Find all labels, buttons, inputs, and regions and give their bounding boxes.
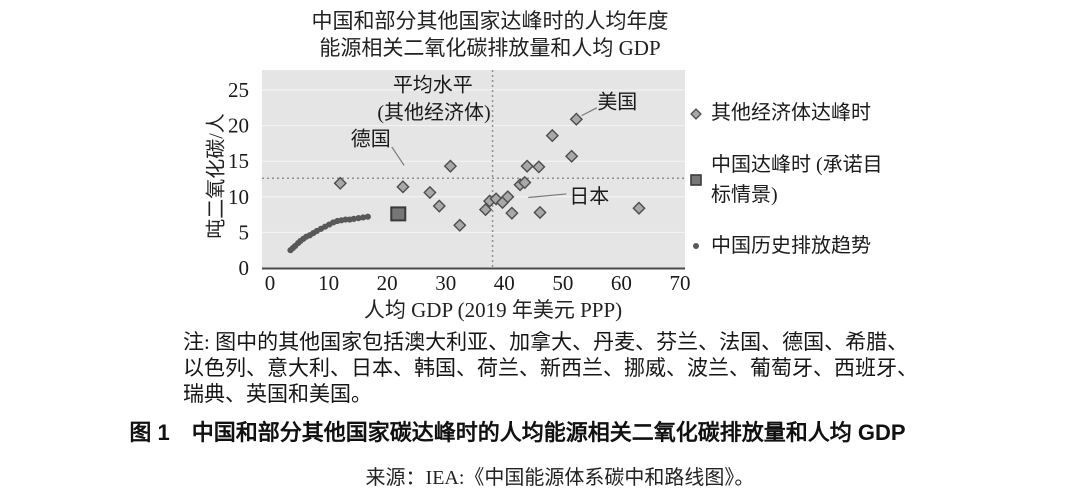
point-other-economy xyxy=(632,201,646,215)
legend-item-china-peak: 中国达峰时 (承诺目 标情景) xyxy=(711,150,883,210)
note-line3: 瑞典、英国和美国。 xyxy=(183,382,372,406)
point-other-economy xyxy=(443,159,458,173)
y-tick-label: 0 xyxy=(239,256,250,280)
point-other-economy xyxy=(501,190,515,204)
x-tick-label: 60 xyxy=(611,271,632,295)
germany-label-leader-line xyxy=(391,146,405,166)
point-china-trend xyxy=(350,215,357,222)
point-other-economy xyxy=(569,112,583,126)
legend-dot-icon xyxy=(693,243,699,249)
legend-item-china-trend: 中国历史排放趋势 xyxy=(711,235,871,257)
x-tick-label: 0 xyxy=(265,271,276,295)
x-tick-label: 20 xyxy=(377,271,398,295)
y-axis-title: 吨二氧化碳/人 xyxy=(205,113,228,239)
note-line1: 注: 图中的其他国家包括澳大利亚、加拿大、丹麦、芬兰、法国、德国、希腊、 xyxy=(183,330,909,354)
usa-label: 美国 xyxy=(597,90,637,113)
point-other-economy xyxy=(432,199,446,213)
x-tick-label: 10 xyxy=(318,271,339,295)
germany-label: 德国 xyxy=(351,127,391,150)
japan-label: 日本 xyxy=(569,185,609,208)
average-level-label-line2: (其他经济体) xyxy=(377,101,490,124)
point-china-trend xyxy=(355,215,362,222)
average-level-label-line1: 平均水平 xyxy=(393,73,473,96)
point-china-trend xyxy=(360,214,367,221)
scatter-chart: 0 10 20 30 40 50 60 70 0 5 10 15 20 25 平均水平 (其他经济体) 德国 美国… xyxy=(228,70,702,295)
point-china-trend xyxy=(364,213,371,220)
usa-label-leader-line xyxy=(581,107,598,117)
x-axis-title: 人均 GDP (2019 年美元 PPP) xyxy=(363,298,623,322)
chart-title-line1: 中国和部分其他国家达峰时的人均年度 xyxy=(311,9,669,33)
figure-note: 注: 图中的其他国家包括澳大利亚、加拿大、丹麦、芬兰、法国、德国、希腊、 以色列… xyxy=(183,329,943,407)
legend-square-icon xyxy=(690,174,702,186)
y-tick-label: 25 xyxy=(228,78,249,102)
legend-diamond-icon xyxy=(690,108,702,120)
figure-caption: 图 1 中国和部分其他国家碳达峰时的人均能源相关二氧化碳排放量和人均 GDP xyxy=(129,420,906,445)
point-other-economy xyxy=(396,180,410,194)
japan-label-leader-line xyxy=(528,193,567,199)
note-line2: 以色列、意大利、日本、韩国、荷兰、新西兰、挪威、波兰、葡萄牙、西班牙、 xyxy=(183,356,918,380)
point-other-economy xyxy=(533,205,547,220)
x-tick-label: 30 xyxy=(435,271,456,295)
point-other-economy xyxy=(478,202,493,217)
y-tick-label: 5 xyxy=(239,220,250,244)
plot-area xyxy=(262,70,685,269)
point-china-peak xyxy=(390,206,407,222)
legend-item-other-economies: 其他经济体达峰时 xyxy=(711,102,871,124)
point-other-economy xyxy=(423,185,437,200)
point-other-economy xyxy=(333,176,347,190)
point-other-economy xyxy=(532,160,546,174)
figure-source: 来源：IEA:《中国能源体系碳中和路线图》。 xyxy=(365,467,755,489)
chart-title-line2: 能源相关二氧化碳排放量和人均 GDP xyxy=(319,36,661,60)
point-other-economy xyxy=(518,175,532,190)
x-tick-label: 50 xyxy=(552,271,573,295)
chart-title: 中国和部分其他国家达峰时的人均年度 能源相关二氧化碳排放量和人均 GDP xyxy=(250,8,730,62)
legend-item-china-peak-line2: 标情景) xyxy=(711,184,778,206)
x-tick-label: 40 xyxy=(494,271,515,295)
y-tick-label: 10 xyxy=(228,185,249,209)
point-other-economy xyxy=(505,206,519,220)
point-other-economy xyxy=(453,218,467,232)
point-other-economy xyxy=(545,128,559,143)
y-tick-label: 15 xyxy=(228,149,249,173)
point-other-economy xyxy=(564,149,579,163)
legend-item-china-peak-line1: 中国达峰时 (承诺目 xyxy=(711,154,883,176)
x-tick-label: 70 xyxy=(669,271,690,295)
y-tick-label: 20 xyxy=(228,114,249,138)
point-other-economy xyxy=(520,159,534,173)
